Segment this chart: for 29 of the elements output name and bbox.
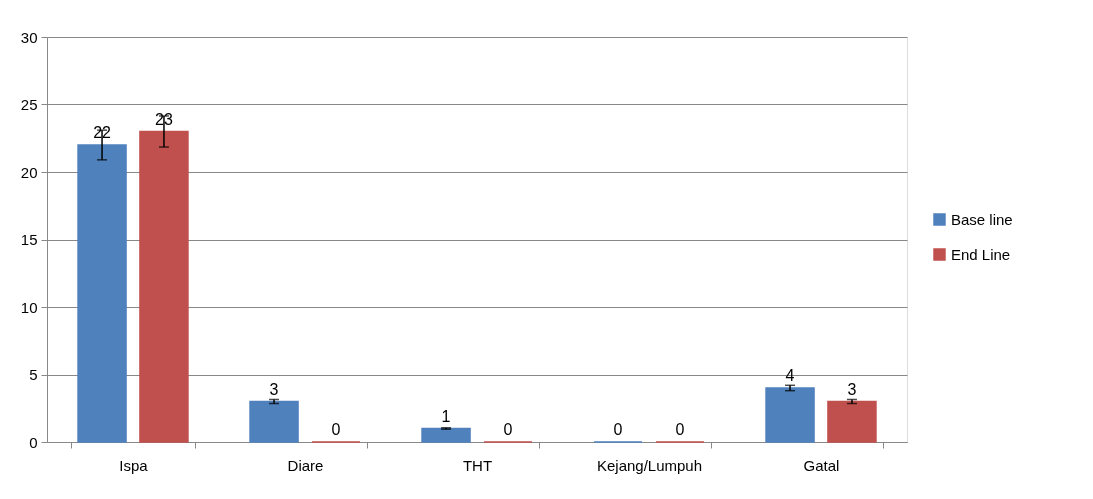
bar: [765, 387, 815, 443]
data-label: 0: [613, 421, 623, 438]
y-tick-label: 0: [29, 433, 38, 451]
data-label: 3: [847, 380, 857, 398]
legend-label: Base line: [951, 210, 1013, 228]
data-label: 1: [441, 407, 451, 425]
data-label: 0: [331, 421, 341, 438]
y-tick-label: 15: [20, 231, 38, 248]
bar: [139, 130, 189, 443]
data-label: 4: [785, 367, 795, 384]
bar: [421, 427, 471, 443]
bar: [249, 400, 299, 443]
data-label: 0: [503, 421, 513, 438]
x-tick-label: Gatal: [803, 456, 840, 474]
data-label: 23: [155, 110, 173, 128]
x-tick-label: Ispa: [119, 456, 149, 474]
data-label: 0: [675, 421, 685, 438]
y-tick-label: 10: [20, 298, 38, 316]
x-tick-label: Diare: [287, 456, 324, 474]
y-tick-label: 30: [20, 28, 38, 46]
y-tick-label: 25: [20, 96, 38, 113]
data-label: 3: [269, 380, 279, 398]
bar: [827, 400, 877, 443]
y-tick-label: 5: [29, 366, 38, 383]
bar: [77, 144, 127, 443]
y-tick-label: 20: [20, 163, 38, 181]
legend-label: End Line: [951, 245, 1011, 263]
x-tick-label: THT: [462, 456, 493, 474]
x-tick-label: Kejang/Lumpuh: [596, 456, 703, 474]
